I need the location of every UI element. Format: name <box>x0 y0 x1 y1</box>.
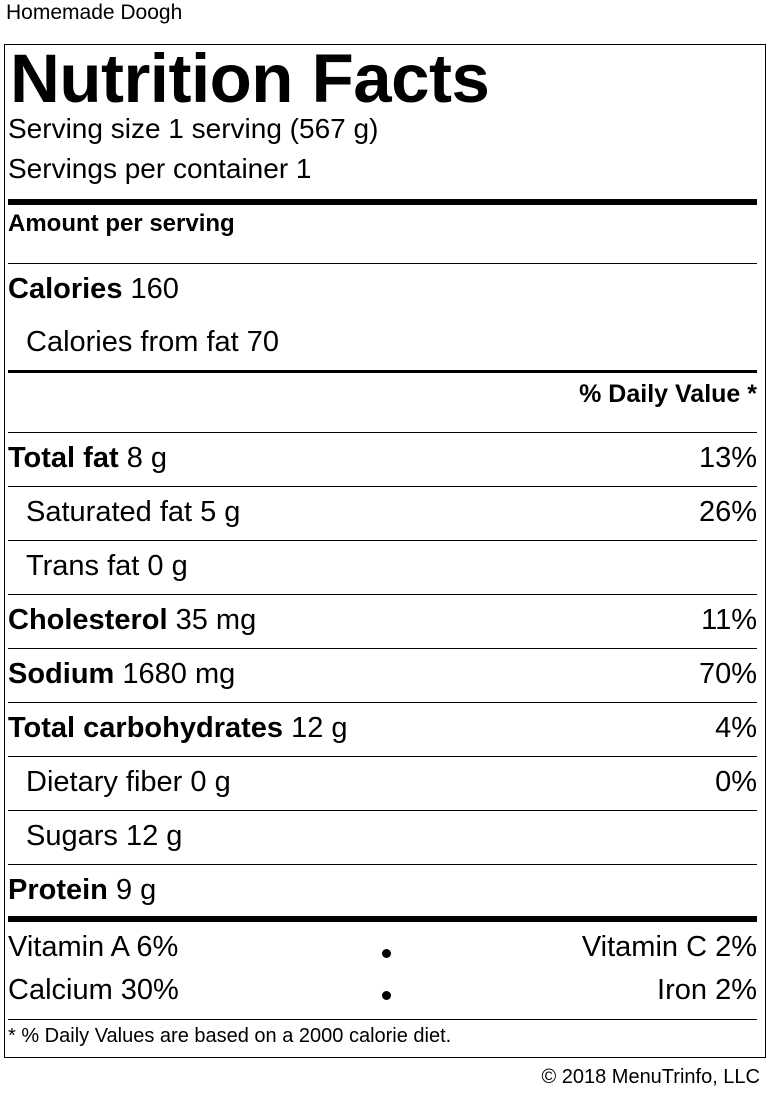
nutrient-label: Saturated fat <box>26 496 193 528</box>
vitamin-c: Vitamin C 2% <box>581 931 757 963</box>
nutrient-row-sugars: Sugars 12 g <box>8 816 757 856</box>
divider <box>8 864 757 865</box>
thick-divider <box>8 916 757 922</box>
nutrient-row-trans-fat: Trans fat 0 g <box>8 546 757 586</box>
nutrient-row-total-fat: Total fat 8 g 13% <box>8 438 757 478</box>
copyright-notice: © 2018 MenuTrinfo, LLC <box>541 1066 760 1088</box>
nutrient-label: Total fat <box>8 442 119 474</box>
vitamin-a: Vitamin A 6% <box>8 931 179 963</box>
calories-label: Calories <box>8 273 123 305</box>
nutrient-daily-value: 11% <box>701 604 757 636</box>
thick-divider <box>8 199 757 205</box>
nutrient-amount: 8 g <box>126 442 168 474</box>
divider <box>8 540 757 541</box>
nutrient-amount: 9 g <box>115 874 157 906</box>
divider <box>8 1019 757 1020</box>
nutrition-facts-title: Nutrition Facts <box>10 40 490 117</box>
nutrient-label: Sugars <box>26 820 118 852</box>
amount-per-serving: Amount per serving <box>8 210 235 237</box>
nutrition-label: Nutrition Facts Serving size 1 serving (… <box>4 40 766 1058</box>
recipe-title: Homemade Doogh <box>6 1 183 24</box>
nutrient-row-protein: Protein 9 g <box>8 870 757 910</box>
nutrient-row-total-carbohydrates: Total carbohydrates 12 g 4% <box>8 708 757 748</box>
nutrient-row-dietary-fiber: Dietary fiber 0 g 0% <box>8 762 757 802</box>
calories-from-fat: Calories from fat 70 <box>26 326 280 358</box>
nutrient-daily-value: 13% <box>698 442 757 474</box>
nutrient-row-sodium: Sodium 1680 mg 70% <box>8 654 757 694</box>
divider <box>8 648 757 649</box>
nutrient-label: Sodium <box>8 658 115 690</box>
calories-from-fat-row: Calories from fat 70 <box>8 322 757 362</box>
medium-divider <box>8 370 757 373</box>
serving-size: Serving size 1 serving (567 g) <box>8 113 379 144</box>
divider <box>8 756 757 757</box>
nutrient-label: Protein <box>8 874 108 906</box>
calories-row: Calories 160 <box>8 269 757 309</box>
divider <box>8 263 757 264</box>
nutrient-label: Cholesterol <box>8 604 168 636</box>
divider <box>8 594 757 595</box>
divider <box>8 810 757 811</box>
daily-value-footnote: * % Daily Values are based on a 2000 cal… <box>8 1025 452 1047</box>
calories-value: 160 <box>130 273 179 305</box>
iron: Iron 2% <box>657 974 757 1006</box>
divider <box>8 432 757 433</box>
nutrient-amount: 5 g <box>200 496 241 528</box>
nutrient-amount: 12 g <box>125 820 183 852</box>
daily-value-header: % Daily Value * <box>579 380 757 408</box>
nutrition-label-body: Nutrition Facts Serving size 1 serving (… <box>8 40 757 1057</box>
nutrient-label: Dietary fiber <box>26 766 183 798</box>
nutrient-label: Total carbohydrates <box>8 712 284 744</box>
nutrient-daily-value: 26% <box>698 496 757 528</box>
nutrient-amount: 35 mg <box>175 604 257 636</box>
nutrient-daily-value: 4% <box>715 712 757 744</box>
nutrient-amount: 0 g <box>190 766 231 798</box>
bullet-icon <box>382 949 391 958</box>
divider <box>8 702 757 703</box>
bullet-icon <box>382 991 391 1000</box>
nutrient-daily-value: 70% <box>698 658 757 690</box>
nutrient-amount: 1680 mg <box>122 658 236 690</box>
servings-per-container: Servings per container 1 <box>8 153 312 184</box>
divider <box>8 486 757 487</box>
nutrient-daily-value: 0% <box>715 766 757 798</box>
nutrient-row-cholesterol: Cholesterol 35 mg 11% <box>8 600 757 640</box>
nutrient-label: Trans fat <box>26 550 140 582</box>
nutrient-row-saturated-fat: Saturated fat 5 g 26% <box>8 492 757 532</box>
calcium: Calcium 30% <box>8 974 179 1006</box>
nutrient-amount: 0 g <box>147 550 188 582</box>
nutrient-amount: 12 g <box>291 712 348 744</box>
